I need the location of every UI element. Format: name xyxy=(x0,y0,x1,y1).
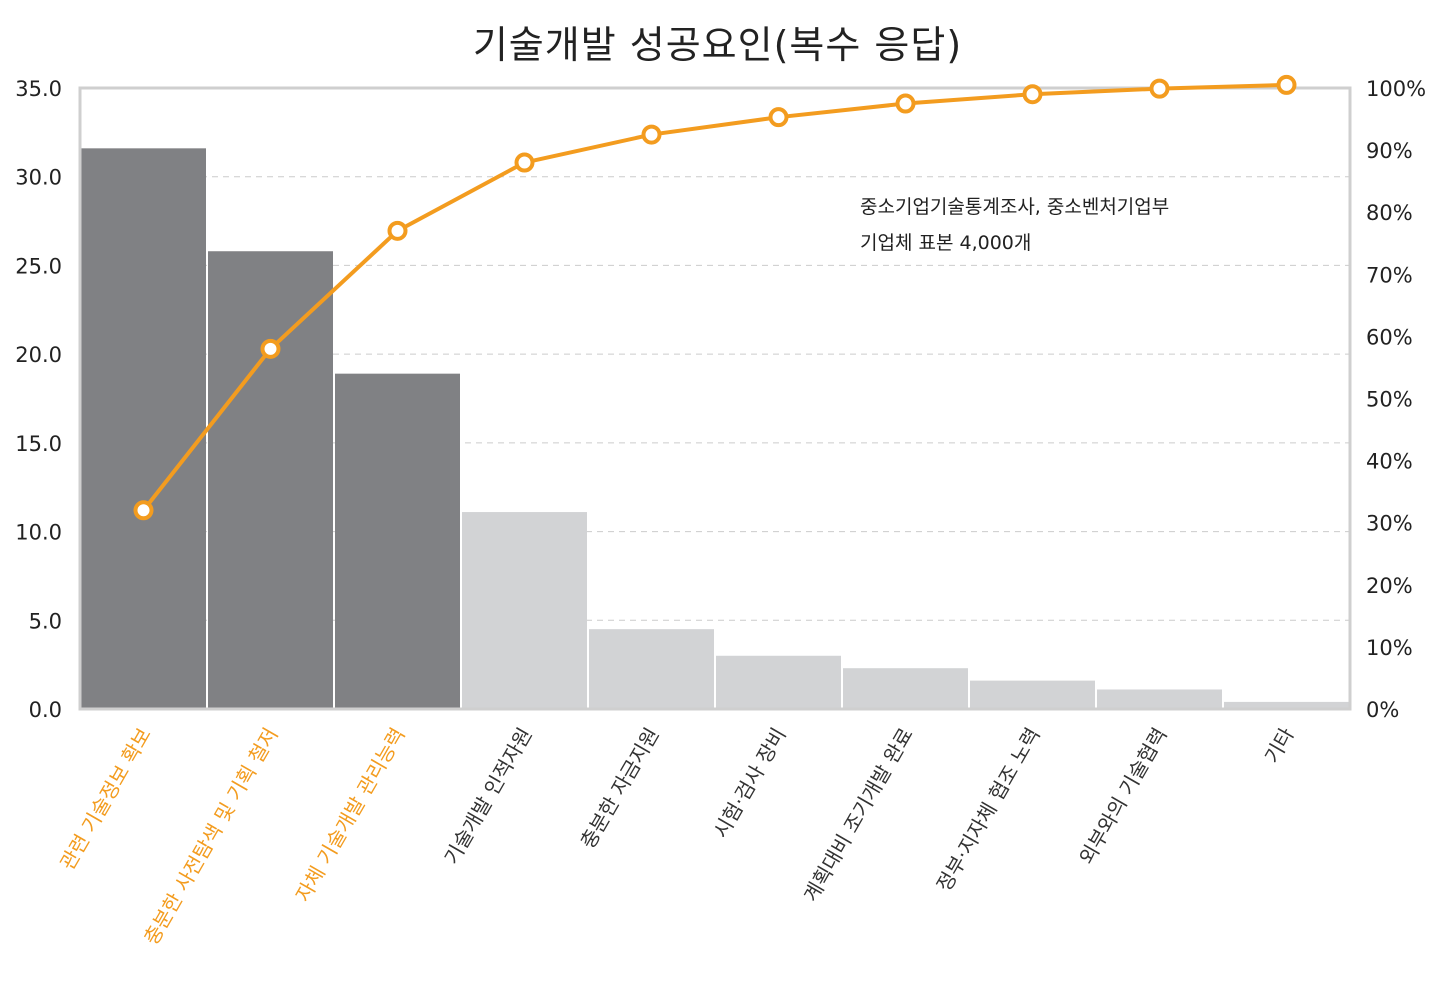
y-right-tick-label: 0% xyxy=(1366,698,1399,722)
cumulative-point xyxy=(641,124,662,145)
x-category-label: 충분한 사전탐색 및 기획 철저 xyxy=(139,724,283,949)
bar xyxy=(462,512,587,709)
y-left-tick-label: 20.0 xyxy=(15,343,62,367)
annotation-source: 중소기업기술통계조사, 중소벤처기업부 xyxy=(860,196,1170,218)
y-left-tick-label: 0.0 xyxy=(29,698,62,722)
y-left-tick-label: 35.0 xyxy=(15,77,62,101)
y-right-tick-label: 80% xyxy=(1366,201,1413,225)
plot-frame xyxy=(78,86,1352,711)
y-left-tick-label: 10.0 xyxy=(15,521,62,545)
cumulative-point xyxy=(133,500,154,521)
x-category-label: 외부와의 기술협력 xyxy=(1074,724,1172,869)
y-left-tick-label: 30.0 xyxy=(15,166,62,190)
y-right-tick-label: 90% xyxy=(1366,139,1413,163)
bar xyxy=(589,629,714,709)
y-left-tick-label: 15.0 xyxy=(15,432,62,456)
annotation-sample: 기업체 표본 4,000개 xyxy=(860,232,1032,254)
cumulative-point xyxy=(895,93,916,114)
y-right-tick-label: 100% xyxy=(1366,77,1426,101)
x-category-label: 관련 기술정보 확보 xyxy=(55,724,156,874)
y-left-tick-label: 5.0 xyxy=(29,609,62,633)
bar xyxy=(1224,701,1349,709)
chart-title: 기술개발 성공요인(복수 응답) xyxy=(472,23,963,67)
bar xyxy=(843,668,968,709)
cumulative-point xyxy=(1022,84,1043,105)
y-right-tick-label: 10% xyxy=(1366,636,1413,660)
cumulative-point xyxy=(260,338,281,359)
cumulative-point xyxy=(768,107,789,128)
bar xyxy=(81,148,206,710)
x-category-label: 정부·지자체 협조 노력 xyxy=(932,724,1045,896)
x-category-label: 시험·검사 장비 xyxy=(708,724,790,843)
x-category-label: 자체 기술개발 관리능력 xyxy=(291,724,410,906)
y-right-tick-label: 50% xyxy=(1366,388,1413,412)
x-category-label: 계획대비 조기개발 완료 xyxy=(799,724,918,906)
cumulative-point xyxy=(1149,78,1170,99)
x-category-label: 충분한 자금지원 xyxy=(575,724,663,853)
y-right-tick-label: 70% xyxy=(1366,263,1413,287)
x-category-label: 기타 xyxy=(1260,724,1299,768)
y-right-tick-label: 30% xyxy=(1366,512,1413,536)
y-left-tick-label: 25.0 xyxy=(15,254,62,278)
bar xyxy=(335,373,460,709)
bar xyxy=(970,680,1095,709)
bar xyxy=(208,251,333,709)
x-category-label: 기술개발 인적자원 xyxy=(439,724,537,869)
cumulative-line xyxy=(141,82,1287,512)
bar xyxy=(1097,689,1222,709)
cumulative-point xyxy=(514,152,535,173)
bar xyxy=(716,655,841,709)
cumulative-point xyxy=(1276,74,1297,95)
y-right-tick-label: 20% xyxy=(1366,574,1413,598)
y-right-tick-label: 60% xyxy=(1366,325,1413,349)
y-right-tick-label: 40% xyxy=(1366,450,1413,474)
cumulative-point xyxy=(387,220,408,241)
